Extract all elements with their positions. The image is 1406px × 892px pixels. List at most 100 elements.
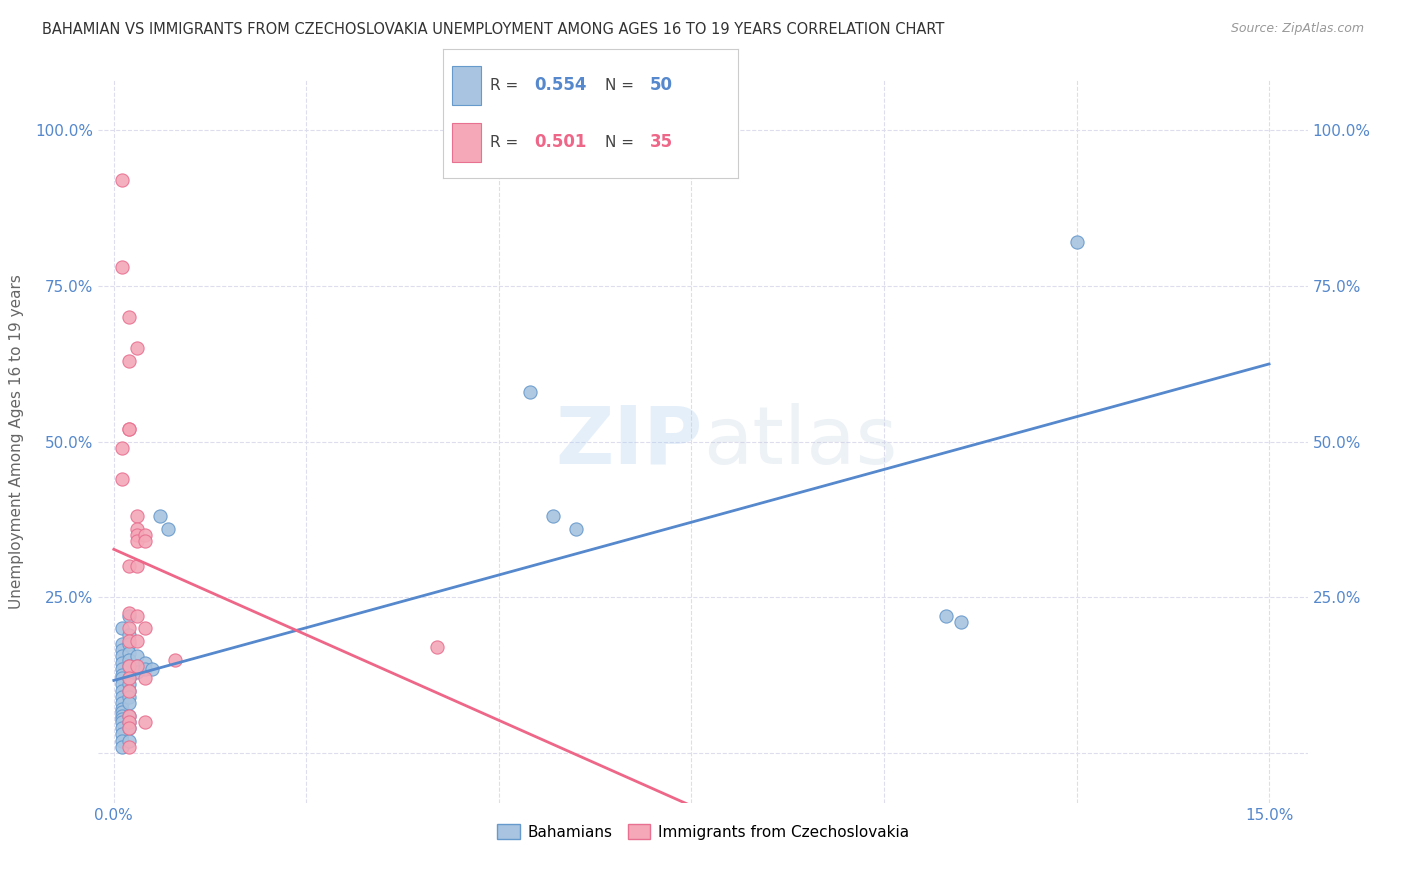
Point — [541, 509, 564, 524]
Point — [110, 712, 132, 726]
Point — [118, 683, 141, 698]
Point — [118, 621, 141, 635]
Point — [125, 341, 148, 355]
Point — [110, 706, 132, 720]
Point — [118, 714, 141, 729]
Text: 0.501: 0.501 — [534, 133, 586, 151]
Point — [118, 633, 141, 648]
Text: R =: R = — [491, 135, 523, 150]
Legend: Bahamians, Immigrants from Czechoslovakia: Bahamians, Immigrants from Czechoslovaki… — [491, 818, 915, 846]
Point — [110, 733, 132, 747]
Point — [118, 708, 141, 723]
Point — [165, 652, 187, 666]
FancyBboxPatch shape — [451, 66, 481, 104]
Point — [110, 739, 132, 754]
Point — [110, 677, 132, 691]
Point — [110, 637, 132, 651]
Point — [134, 656, 156, 670]
Text: ZIP: ZIP — [555, 402, 703, 481]
Point — [118, 658, 141, 673]
Point — [141, 662, 163, 676]
Point — [110, 662, 132, 676]
Point — [134, 662, 156, 676]
Point — [110, 643, 132, 657]
Point — [134, 528, 156, 542]
Point — [118, 683, 141, 698]
Point — [118, 671, 141, 685]
Point — [110, 708, 132, 723]
Point — [118, 310, 141, 324]
Point — [118, 637, 141, 651]
Point — [118, 609, 141, 624]
Point — [125, 609, 148, 624]
FancyBboxPatch shape — [451, 123, 481, 161]
Point — [1066, 235, 1088, 250]
Point — [110, 671, 132, 685]
Point — [125, 509, 148, 524]
Text: Source: ZipAtlas.com: Source: ZipAtlas.com — [1230, 22, 1364, 36]
Point — [125, 522, 148, 536]
Point — [519, 384, 541, 399]
Point — [125, 658, 148, 673]
Point — [134, 671, 156, 685]
Text: 50: 50 — [650, 77, 672, 95]
Point — [125, 528, 148, 542]
Point — [110, 260, 132, 274]
Point — [125, 649, 148, 664]
Point — [118, 353, 141, 368]
Point — [118, 658, 141, 673]
Point — [118, 559, 141, 574]
Text: 35: 35 — [650, 133, 672, 151]
Point — [110, 173, 132, 187]
Point — [125, 658, 148, 673]
Point — [125, 534, 148, 549]
Point — [950, 615, 973, 630]
Point — [118, 696, 141, 710]
Point — [149, 509, 172, 524]
Point — [118, 422, 141, 436]
Point — [118, 739, 141, 754]
Point — [118, 733, 141, 747]
Point — [110, 441, 132, 455]
Point — [118, 721, 141, 735]
Text: atlas: atlas — [703, 402, 897, 481]
Point — [110, 656, 132, 670]
Point — [110, 668, 132, 682]
Point — [118, 646, 141, 660]
Point — [110, 690, 132, 704]
Point — [118, 422, 141, 436]
Text: N =: N = — [606, 78, 640, 93]
Point — [134, 714, 156, 729]
Point — [110, 472, 132, 486]
Point — [426, 640, 449, 654]
Point — [110, 649, 132, 664]
Point — [125, 559, 148, 574]
Point — [118, 677, 141, 691]
Point — [110, 683, 132, 698]
Point — [565, 522, 588, 536]
Point — [118, 708, 141, 723]
Point — [125, 633, 148, 648]
Point — [110, 727, 132, 741]
Point — [118, 690, 141, 704]
Point — [118, 721, 141, 735]
Point — [110, 721, 132, 735]
Point — [110, 621, 132, 635]
Point — [118, 714, 141, 729]
Point — [134, 621, 156, 635]
Text: 0.554: 0.554 — [534, 77, 586, 95]
Text: BAHAMIAN VS IMMIGRANTS FROM CZECHOSLOVAKIA UNEMPLOYMENT AMONG AGES 16 TO 19 YEAR: BAHAMIAN VS IMMIGRANTS FROM CZECHOSLOVAK… — [42, 22, 945, 37]
Point — [134, 534, 156, 549]
Point — [118, 606, 141, 620]
Text: N =: N = — [606, 135, 640, 150]
Point — [118, 627, 141, 641]
Point — [110, 702, 132, 716]
Point — [125, 665, 148, 679]
Point — [935, 609, 957, 624]
Point — [118, 652, 141, 666]
Point — [110, 696, 132, 710]
Point — [110, 714, 132, 729]
Point — [118, 671, 141, 685]
Point — [156, 522, 179, 536]
Text: R =: R = — [491, 78, 523, 93]
